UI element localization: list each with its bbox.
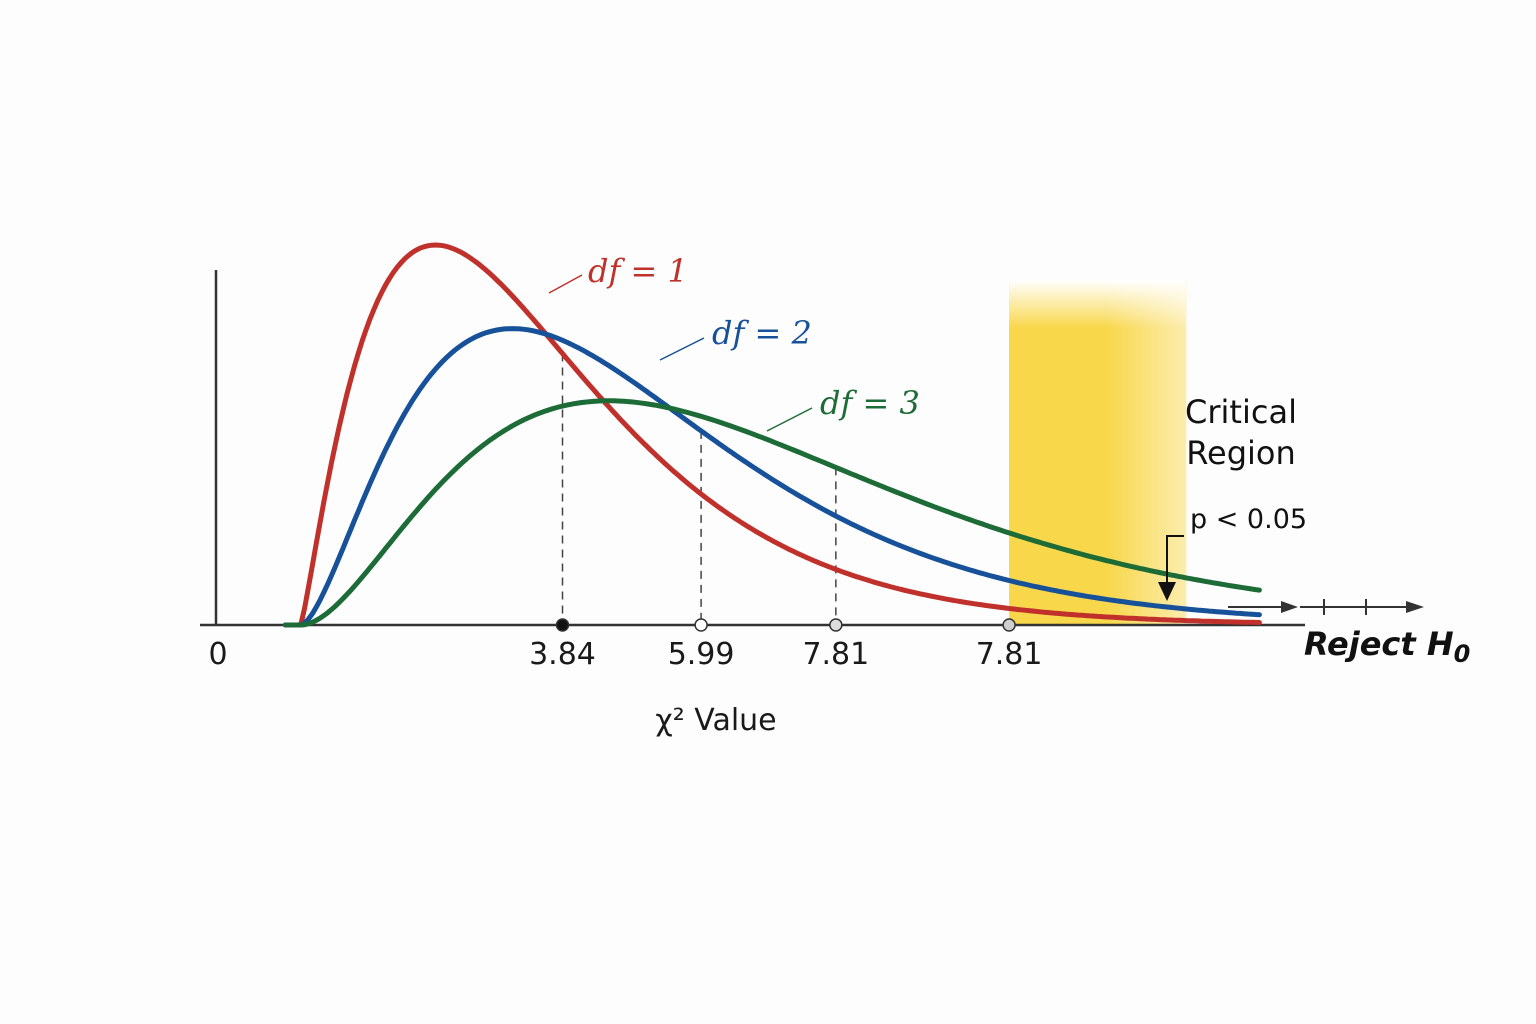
- reject-h0-subscript: 0: [1454, 640, 1471, 668]
- x-origin-label: 0: [208, 637, 227, 672]
- leader-line-df1: [548, 274, 583, 294]
- critical-guides: [561, 353, 837, 625]
- series-label-df3: df = 3: [820, 384, 920, 422]
- curve-df3: [282, 398, 1262, 628]
- critical-value-label-1: 3.84: [529, 637, 596, 672]
- p-value-pointer: [1158, 535, 1184, 601]
- critical-marker-2: [694, 618, 708, 632]
- critical-marker-1: [555, 618, 570, 632]
- density-curves: [282, 242, 1262, 628]
- critical-value-labels: 3.84 5.99 7.81 7.81: [529, 637, 1042, 672]
- reject-arrow-2-head: [1406, 601, 1424, 613]
- p-value-label: p < 0.05: [1190, 504, 1307, 535]
- reject-h0-label: Reject H0: [1304, 625, 1470, 668]
- critical-marker-4: [1002, 618, 1016, 632]
- critical-value-label-3: 7.81: [802, 637, 869, 672]
- p-value-pointer-arrowhead: [1158, 582, 1176, 601]
- curve-df1: [282, 242, 1262, 628]
- reject-arrows: [1228, 599, 1424, 615]
- critical-region-title-line2: Region: [1186, 434, 1296, 472]
- curve-df2: [282, 326, 1262, 628]
- critical-region-fade-right: [1009, 280, 1187, 625]
- critical-markers: [555, 618, 1016, 632]
- critical-region: [1009, 280, 1187, 625]
- reject-arrow-1-head: [1281, 601, 1298, 613]
- reject-h0-main: Reject H: [1304, 625, 1454, 663]
- x-axis-title: χ² Value: [655, 703, 776, 738]
- critical-value-label-4: 7.81: [976, 637, 1043, 672]
- series-label-df1: df = 1: [588, 252, 688, 290]
- series-label-group-df3: df = 3: [766, 384, 920, 432]
- p-value-pointer-line: [1166, 535, 1184, 588]
- leader-line-df2: [659, 337, 705, 361]
- leader-line-df3: [766, 407, 813, 432]
- series-label-group-df2: df = 2: [659, 314, 812, 361]
- series-label-group-df1: df = 1: [548, 252, 688, 294]
- series-label-df2: df = 2: [712, 314, 812, 352]
- critical-marker-3: [829, 618, 843, 632]
- critical-value-label-2: 5.99: [668, 637, 735, 672]
- critical-region-title-line1: Critical: [1185, 393, 1297, 431]
